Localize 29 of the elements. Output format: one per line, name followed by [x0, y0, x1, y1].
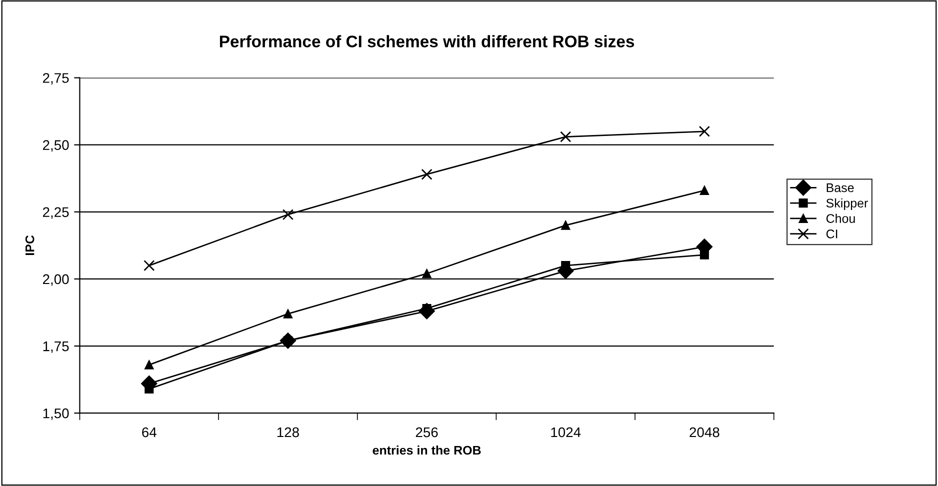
x-tick-label: 1024 [551, 427, 581, 438]
point [282, 209, 294, 220]
y-tick-label: 2,25 [42, 207, 69, 219]
y-tick-label: 2,50 [42, 140, 69, 152]
legend-label: CI [826, 230, 838, 238]
y-axis-title: IPC [25, 235, 34, 256]
x-tick-label: 2048 [690, 427, 720, 438]
point [422, 269, 432, 278]
legend-label: Base [826, 183, 854, 192]
point [560, 131, 572, 142]
x-axis-title: entries in the ROB [372, 445, 481, 455]
legend-label: Chou [826, 214, 855, 223]
x-tick-label: 128 [277, 427, 299, 438]
point [421, 168, 432, 180]
chart-title: Performance of CI schemes with different ROB sizes [220, 35, 634, 48]
point [283, 309, 292, 318]
x-tick-label: 64 [142, 427, 156, 438]
point [144, 360, 154, 370]
point [700, 186, 709, 195]
x-tick-label: 256 [416, 427, 438, 438]
point [698, 126, 710, 137]
point [561, 220, 570, 230]
point [144, 260, 155, 272]
y-tick-label: 2,00 [42, 274, 69, 286]
point [700, 250, 709, 260]
y-tick-label: 1,75 [43, 342, 69, 353]
y-tick-label: 2,75 [42, 73, 69, 85]
legend-label: Skipper [826, 198, 868, 210]
y-tick-label: 1,50 [43, 408, 69, 420]
